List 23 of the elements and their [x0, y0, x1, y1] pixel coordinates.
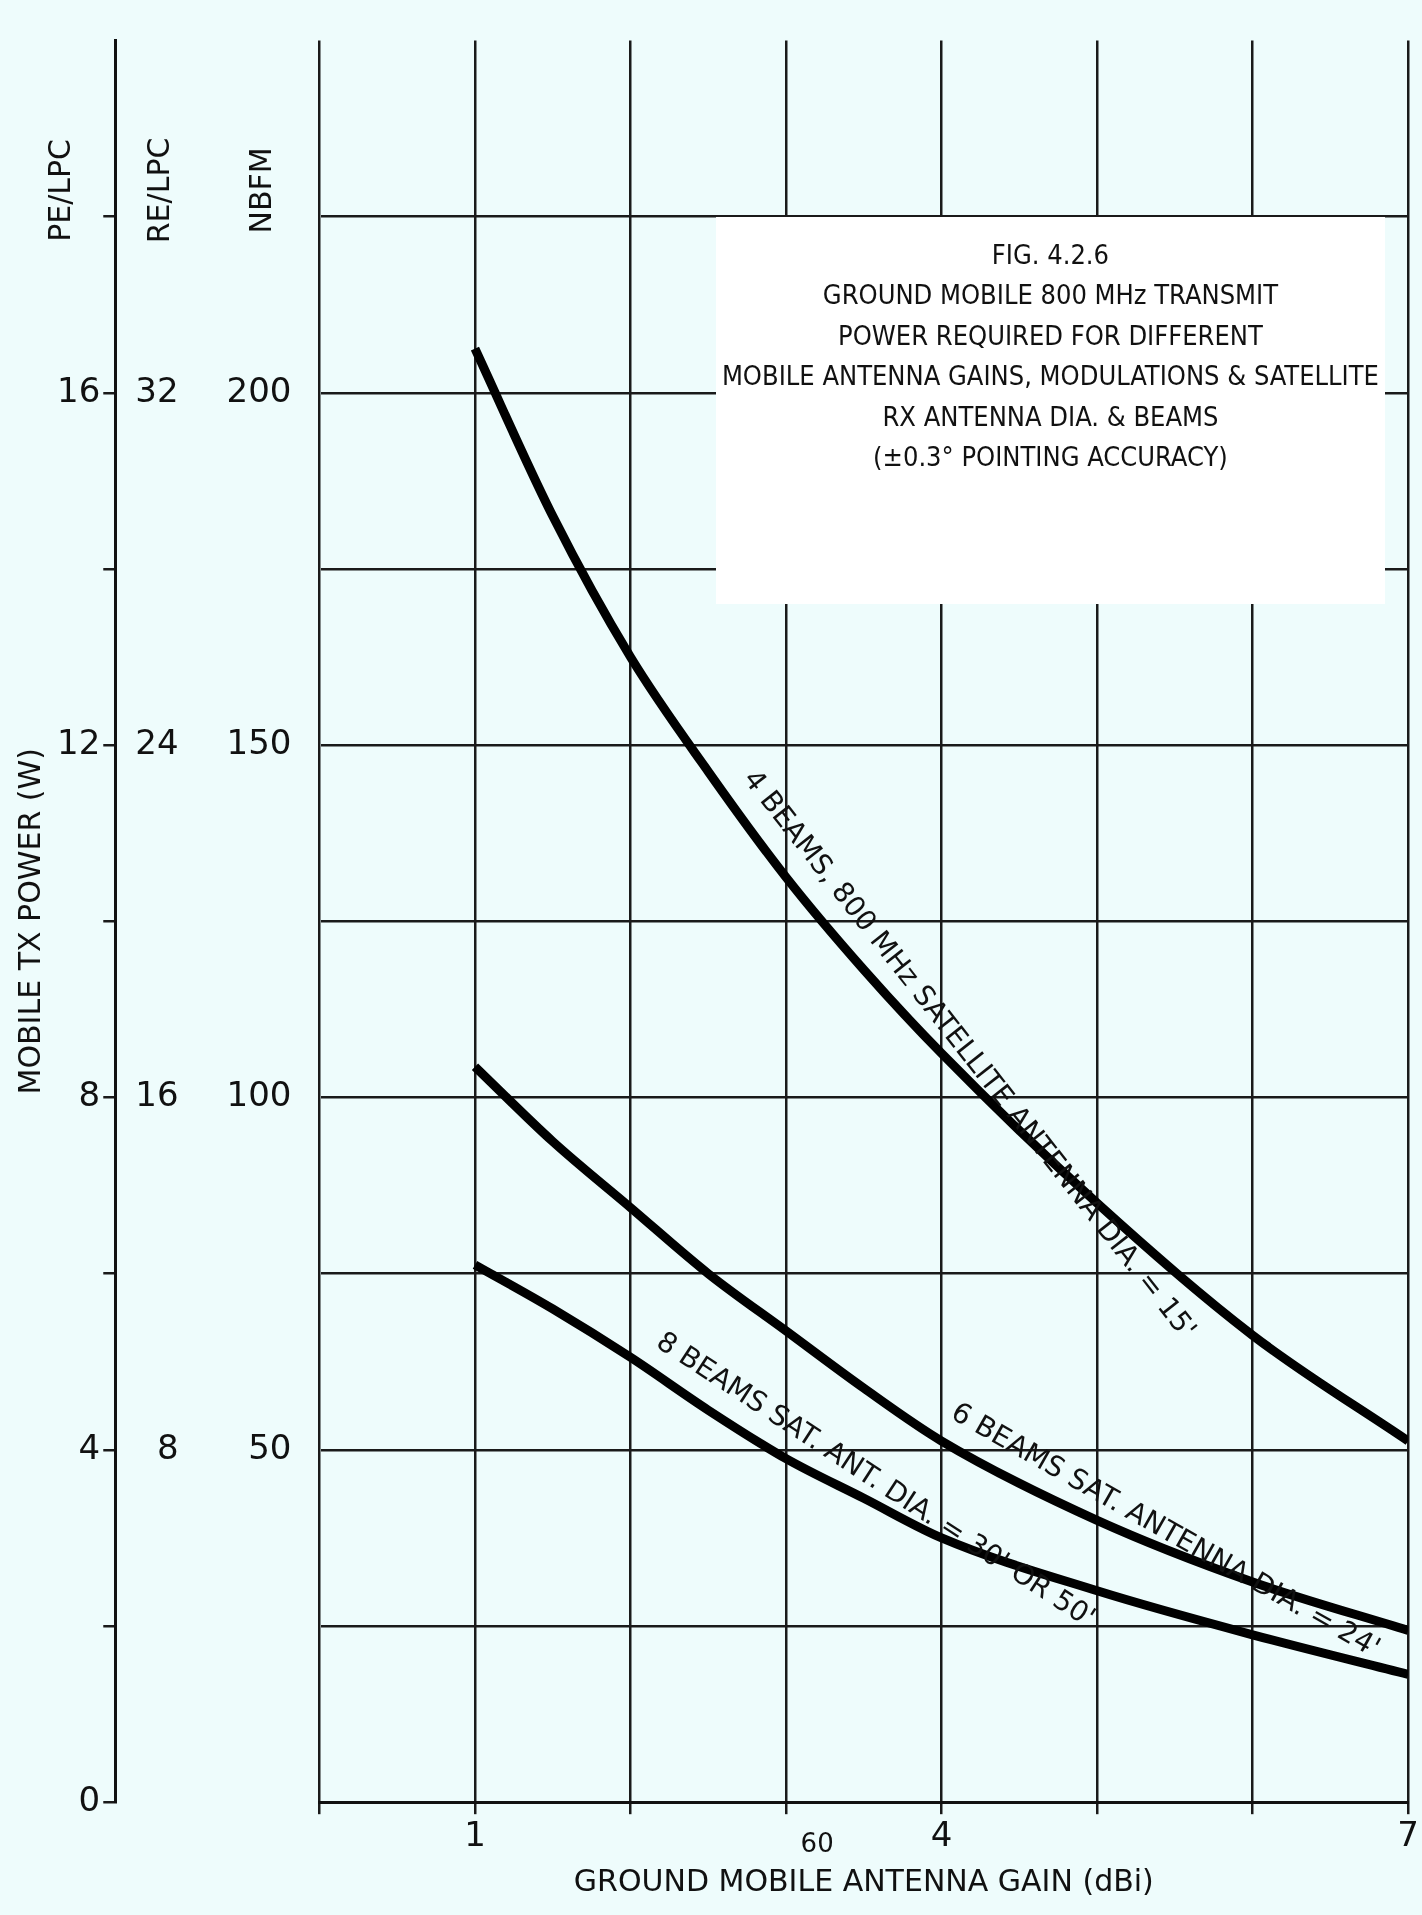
- text: 60: [800, 1827, 834, 1858]
- y2-tick-label: 8: [156, 1426, 179, 1467]
- y2-tick-label: 24: [135, 721, 179, 762]
- y-tick-label: 12: [57, 721, 101, 762]
- x-axis-title: GROUND MOBILE ANTENNA GAIN (dBi): [573, 1862, 1154, 1898]
- text-panel: FIG. 4.2.6 GROUND MOBILE 800 MHz TRANSMIT POWER REQUIRED FOR DIFFERENT MOBILE ANTENNA GAINS, MODULATIONS & SATELLITE RX ANTENNA DIA. & BEAMS (±0.3° POINTING ACCURACY): [716, 216, 1385, 605]
- y2-axis-title: RE/LPC: [140, 137, 176, 244]
- y-tick-label: 0: [78, 1779, 101, 1820]
- y3-tick-label: 100: [226, 1074, 292, 1115]
- x-tick-label: 1: [464, 1814, 486, 1855]
- y3-tick-label: 150: [226, 721, 292, 762]
- y-axis-title: MOBILE TX POWER (W): [11, 748, 47, 1095]
- y3-tick-label: 200: [226, 369, 292, 410]
- y-tick-label: 8: [78, 1074, 101, 1115]
- y-tick-label: 16: [57, 369, 101, 410]
- y2-tick-label: 32: [135, 369, 179, 410]
- y3-tick-label: 50: [248, 1426, 292, 1467]
- y-tick-label: 4: [78, 1426, 101, 1467]
- text: PE/LPC: [42, 138, 78, 242]
- y2-tick-label: 16: [135, 1074, 179, 1115]
- x-tick-label: 4: [930, 1814, 953, 1855]
- y3-axis-title: NBFM: [242, 147, 278, 234]
- x-tick-label: 7: [1397, 1814, 1419, 1855]
